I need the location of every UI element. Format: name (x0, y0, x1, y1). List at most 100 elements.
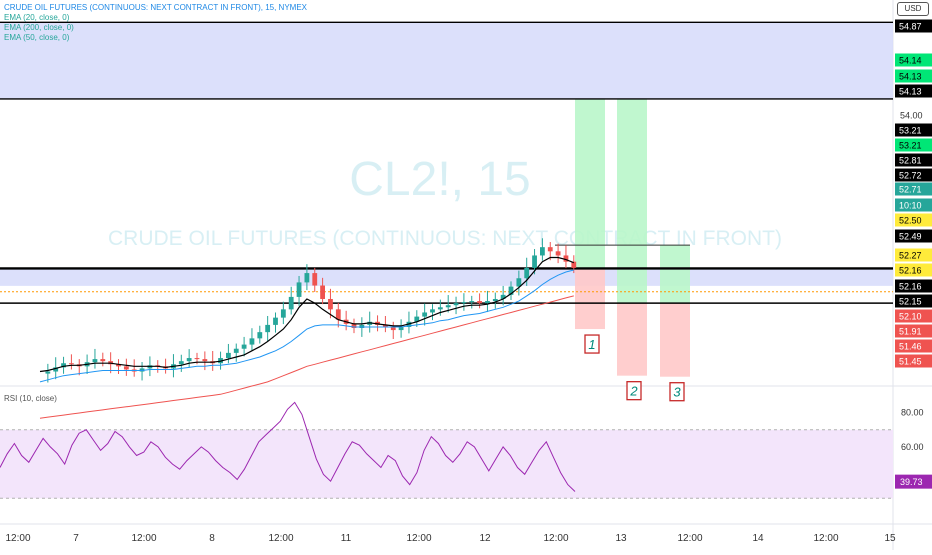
candle-body-50 (430, 309, 435, 313)
price-label-bg-17 (895, 324, 932, 338)
candle-body-31 (280, 309, 286, 318)
price-label-18: 51.46 (899, 342, 922, 352)
price-label-bg-12 (895, 248, 932, 262)
candle-body-3 (61, 363, 66, 368)
price-label-bg-4 (895, 123, 932, 137)
price-label-bg-1 (895, 53, 932, 67)
x-tick-0: 12:00 (5, 533, 30, 544)
trade-2-stop (617, 303, 647, 376)
candle-body-38 (335, 309, 341, 320)
price-label-bg-5 (895, 138, 932, 152)
price-label-bg-0 (895, 19, 932, 33)
x-tick-8: 12:00 (543, 533, 568, 544)
x-tick-13: 15 (884, 533, 896, 544)
trade-3-label: 3 (673, 385, 681, 400)
trade-1-box (584, 334, 600, 354)
candle-body-25 (233, 348, 239, 353)
candle-body-67 (563, 255, 569, 262)
ema-50-line (39, 269, 574, 383)
candle-body-28 (257, 332, 263, 339)
price-label-bg-8 (895, 182, 932, 196)
x-tick-12: 12:00 (813, 533, 838, 544)
price-label-bg-11 (895, 229, 932, 243)
x-tick-9: 13 (615, 533, 627, 544)
price-label-10: 52.50 (899, 216, 922, 226)
candle-body-20 (194, 358, 200, 360)
x-tick-10: 12:00 (677, 533, 702, 544)
zone-1 (0, 267, 893, 286)
price-label-13: 52.16 (899, 266, 922, 276)
watermark-name: CRUDE OIL FUTURES (CONTINUOUS: NEXT CONT… (108, 227, 782, 250)
candle-body-56 (477, 301, 482, 304)
price-label-5: 53.21 (899, 141, 922, 151)
price-label-12: 52.27 (899, 251, 922, 261)
trade-1-target (575, 98, 605, 269)
ema-20-line (39, 256, 575, 373)
candle-body-29 (265, 324, 271, 333)
candle-body-35 (312, 273, 318, 286)
candle-body-10 (116, 364, 121, 367)
price-label-6: 52.81 (899, 156, 922, 166)
rsi-current-bg (895, 474, 932, 489)
price-label-0: 54.87 (899, 22, 922, 32)
candle-body-66 (555, 251, 561, 256)
rsi-band (0, 429, 893, 499)
x-tick-2: 12:00 (131, 533, 156, 544)
rsi-label[interactable]: RSI (10, close) (4, 394, 57, 403)
x-tick-5: 11 (341, 533, 352, 544)
price-label-bg-2 (895, 69, 932, 83)
price-label-bg-13 (895, 263, 932, 277)
indicator-ema-200[interactable]: EMA (200, close, 0) (4, 23, 74, 32)
candle-body-24 (226, 352, 231, 359)
x-tick-3: 8 (209, 533, 215, 544)
price-label-bg-14 (895, 279, 932, 293)
price-label-bg-16 (895, 309, 932, 323)
candle-body-30 (273, 317, 278, 325)
candle-body-46 (398, 326, 404, 331)
indicator-ema-20[interactable]: EMA (20, close, 0) (4, 13, 70, 22)
candle-body-49 (422, 312, 428, 317)
candle-body-65 (547, 247, 553, 252)
price-label-bg-10 (895, 213, 932, 227)
candle-body-52 (445, 305, 451, 308)
zone-0 (0, 22, 893, 99)
candle-body-57 (485, 301, 490, 304)
currency-button[interactable]: USD (897, 2, 929, 16)
candle-body-7 (92, 359, 98, 363)
candle-body-4 (69, 363, 74, 365)
candle-body-36 (320, 285, 325, 299)
x-tick-6: 12:00 (406, 533, 431, 544)
watermark-symbol: CL2!, 15 (349, 153, 530, 206)
chart-title: CRUDE OIL FUTURES (CONTINUOUS: NEXT CONT… (4, 3, 307, 12)
price-label-2: 54.13 (899, 72, 922, 82)
candle-body-45 (390, 326, 396, 331)
indicator-ema-50[interactable]: EMA (50, close, 0) (4, 33, 70, 42)
ema-200-line (39, 295, 574, 419)
candle-body-1 (45, 371, 51, 374)
price-label-4: 53.21 (899, 126, 922, 136)
price-label-bg-18 (895, 339, 932, 353)
candle-body-33 (296, 282, 302, 297)
x-tick-11: 14 (752, 533, 764, 544)
x-tick-7: 12 (479, 533, 491, 544)
candle-body-41 (359, 324, 365, 329)
rsi-tick-0: 80.00 (901, 408, 924, 418)
price-label-bg-6 (895, 153, 932, 167)
candle-body-37 (328, 298, 333, 310)
price-label-bg-15 (895, 294, 932, 308)
price-label-11: 52.49 (899, 232, 922, 242)
price-label-bg-9 (895, 198, 932, 212)
currency-label: USD (904, 4, 922, 13)
candle-body-68 (571, 261, 577, 268)
price-label-15: 52.15 (899, 297, 922, 307)
price-label-17: 51.91 (899, 327, 922, 337)
candle-body-55 (469, 301, 475, 303)
candle-body-8 (100, 359, 106, 362)
rsi-current-label: 39.73 (900, 477, 923, 487)
price-label-bg-19 (895, 354, 932, 368)
x-tick-1: 7 (73, 533, 79, 544)
candle-body-63 (532, 255, 537, 268)
price-label-bg-7 (895, 168, 932, 182)
